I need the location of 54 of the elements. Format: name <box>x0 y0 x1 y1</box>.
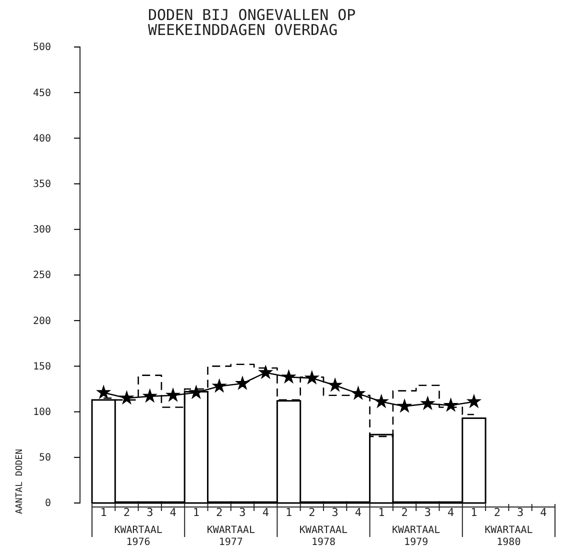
x-tick-label: 3 <box>516 506 524 519</box>
y-tick-label: 450 <box>32 88 51 99</box>
x-tick-label: 3 <box>424 506 431 519</box>
point <box>352 387 364 399</box>
x-tick-label: 2 <box>401 506 408 519</box>
point <box>260 366 272 378</box>
point <box>375 395 388 408</box>
y-tick-label: 0 <box>44 498 51 510</box>
point <box>468 395 480 408</box>
x-tick-label: 1 <box>285 506 292 519</box>
x-tick-label: 2 <box>494 506 500 519</box>
point <box>213 380 226 392</box>
chart-title: DODEN BIJ ONGEVALLEN OP WEEKEINDDAGEN OVERDAG <box>148 6 356 39</box>
text: KWARTAAL 1979 <box>392 525 440 548</box>
y-tick-label: 300 <box>32 224 51 236</box>
point <box>236 377 249 389</box>
point <box>144 390 156 402</box>
x-tick-label: 4 <box>170 506 177 519</box>
point <box>120 392 133 404</box>
x-tick-label: 2 <box>123 506 130 519</box>
text: KWARTAAL 1978 <box>299 525 348 548</box>
y-tick-label: 250 <box>32 270 51 282</box>
point <box>398 400 411 412</box>
y-tick-label: 500 <box>32 42 51 54</box>
y-tick-label: 50 <box>38 452 51 464</box>
y-tick-label: 350 <box>32 179 51 190</box>
y-tick-label: 100 <box>32 407 51 418</box>
x-tick-label: 4 <box>354 506 362 519</box>
point <box>306 372 318 384</box>
point <box>190 386 202 398</box>
x-tick-label: 1 <box>192 506 200 519</box>
x-tick-label: 3 <box>239 506 246 519</box>
y-tick-label: 200 <box>32 316 51 327</box>
y-tick-label: 150 <box>32 361 51 372</box>
x-tick-label: 2 <box>308 506 316 519</box>
x-tick-label: 4 <box>262 506 270 519</box>
point <box>282 370 295 382</box>
x-tick-label: 3 <box>146 506 154 519</box>
x-tick-label: 1 <box>378 506 385 519</box>
text: KWARTAAL 1980 <box>484 525 533 548</box>
y-tick-label: 400 <box>32 133 51 144</box>
text: KWARTAAL 1976 <box>114 525 162 548</box>
x-tick-label: 4 <box>448 506 455 519</box>
x-tick-label: 4 <box>540 506 548 519</box>
x-tick-label: 2 <box>216 506 223 519</box>
x-tick-label: 1 <box>100 506 107 519</box>
point <box>329 379 342 391</box>
point <box>444 399 457 411</box>
y-axis-title: AANTAL DODEN <box>15 448 25 514</box>
point <box>98 386 110 398</box>
x-tick-label: 1 <box>470 506 478 519</box>
text: KWARTAAL 1977 <box>206 525 255 548</box>
point <box>422 397 434 409</box>
x-tick-label: 3 <box>332 506 338 519</box>
